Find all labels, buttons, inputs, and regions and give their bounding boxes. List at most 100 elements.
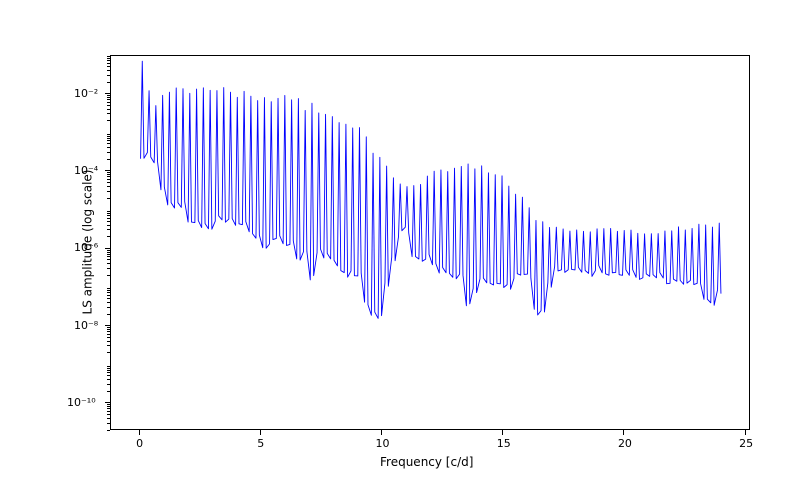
y-minor-tick xyxy=(107,109,110,110)
y-minor-tick xyxy=(107,288,110,289)
x-tick-label: 10 xyxy=(376,437,390,450)
y-minor-tick xyxy=(107,368,110,369)
y-tick-label: 10⁻¹⁰ xyxy=(67,396,96,409)
y-tick-label: 10⁻⁴ xyxy=(74,164,98,177)
x-tick xyxy=(260,430,261,435)
x-tick xyxy=(502,430,503,435)
y-minor-tick xyxy=(107,375,110,376)
y-minor-tick xyxy=(107,95,110,96)
y-minor-tick xyxy=(107,82,110,83)
y-minor-tick xyxy=(107,404,110,405)
y-minor-tick xyxy=(107,159,110,160)
y-minor-tick xyxy=(107,352,110,353)
y-minor-tick xyxy=(107,102,110,103)
y-minor-tick xyxy=(107,174,110,175)
y-minor-tick xyxy=(107,152,110,153)
y-minor-tick xyxy=(107,138,110,139)
y-minor-tick xyxy=(107,176,110,177)
y-minor-tick xyxy=(107,225,110,226)
y-minor-tick xyxy=(107,105,110,106)
y-minor-tick xyxy=(107,136,110,137)
y-minor-tick xyxy=(107,406,110,407)
x-tick xyxy=(381,430,382,435)
y-minor-tick xyxy=(107,134,110,135)
x-tick-label: 15 xyxy=(497,437,511,450)
y-minor-tick xyxy=(107,366,110,367)
y-minor-tick xyxy=(107,302,110,303)
x-axis-label: Frequency [c/d] xyxy=(380,455,473,469)
y-minor-tick xyxy=(107,58,110,59)
y-minor-tick xyxy=(107,414,110,415)
x-tick-label: 0 xyxy=(136,437,143,450)
y-minor-tick xyxy=(107,213,110,214)
y-minor-tick xyxy=(107,292,110,293)
x-tick xyxy=(623,430,624,435)
y-minor-tick xyxy=(107,221,110,222)
y-minor-tick xyxy=(107,370,110,371)
y-minor-tick xyxy=(107,327,110,328)
y-minor-tick xyxy=(107,263,110,264)
y-minor-tick xyxy=(107,379,110,380)
y-minor-tick xyxy=(107,384,110,385)
y-minor-tick xyxy=(107,337,110,338)
y-minor-tick xyxy=(107,99,110,100)
y-minor-tick xyxy=(107,113,110,114)
y-minor-tick xyxy=(107,418,110,419)
x-tick xyxy=(139,430,140,435)
y-minor-tick xyxy=(107,218,110,219)
y-minor-tick xyxy=(107,256,110,257)
y-minor-tick xyxy=(107,66,110,67)
y-minor-tick xyxy=(107,423,110,424)
y-minor-tick xyxy=(107,252,110,253)
y-tick-label: 10⁻⁶ xyxy=(74,241,98,254)
y-minor-tick xyxy=(107,331,110,332)
y-minor-tick xyxy=(107,341,110,342)
y-minor-tick xyxy=(107,236,110,237)
y-minor-tick xyxy=(107,290,110,291)
y-minor-tick xyxy=(107,334,110,335)
y-minor-tick xyxy=(107,295,110,296)
y-minor-tick xyxy=(107,229,110,230)
y-minor-tick xyxy=(107,215,110,216)
y-minor-tick xyxy=(107,140,110,141)
y-minor-tick xyxy=(107,120,110,121)
y-minor-tick xyxy=(107,60,110,61)
y-minor-tick xyxy=(107,182,110,183)
y-minor-tick xyxy=(107,408,110,409)
y-minor-tick xyxy=(107,211,110,212)
y-minor-tick xyxy=(107,56,110,57)
y-minor-tick xyxy=(107,411,110,412)
y-minor-tick xyxy=(107,191,110,192)
y-minor-tick xyxy=(107,307,110,308)
y-minor-tick xyxy=(107,97,110,98)
y-minor-tick xyxy=(107,179,110,180)
y-minor-tick xyxy=(107,254,110,255)
y-minor-tick xyxy=(107,186,110,187)
y-minor-tick xyxy=(107,198,110,199)
y-minor-tick xyxy=(107,268,110,269)
plot-area xyxy=(110,55,750,430)
y-minor-tick xyxy=(107,70,110,71)
y-minor-tick xyxy=(107,63,110,64)
y-minor-tick xyxy=(107,430,110,431)
y-minor-tick xyxy=(107,314,110,315)
figure: Frequency [c/d] LS amplitude (log scale)… xyxy=(0,0,800,500)
y-minor-tick xyxy=(107,329,110,330)
y-minor-tick xyxy=(107,259,110,260)
x-tick-label: 20 xyxy=(618,437,632,450)
y-tick-label: 10⁻² xyxy=(74,87,98,100)
y-minor-tick xyxy=(107,147,110,148)
y-minor-tick xyxy=(107,172,110,173)
y-minor-tick xyxy=(107,345,110,346)
y-minor-tick xyxy=(107,391,110,392)
x-tick-label: 25 xyxy=(739,437,753,450)
y-minor-tick xyxy=(107,298,110,299)
y-tick-label: 10⁻⁸ xyxy=(74,319,98,332)
x-tick-label: 5 xyxy=(257,437,264,450)
x-tick xyxy=(745,430,746,435)
y-minor-tick xyxy=(107,75,110,76)
y-minor-tick xyxy=(107,143,110,144)
y-minor-tick xyxy=(107,250,110,251)
y-minor-tick xyxy=(107,275,110,276)
y-minor-tick xyxy=(107,372,110,373)
